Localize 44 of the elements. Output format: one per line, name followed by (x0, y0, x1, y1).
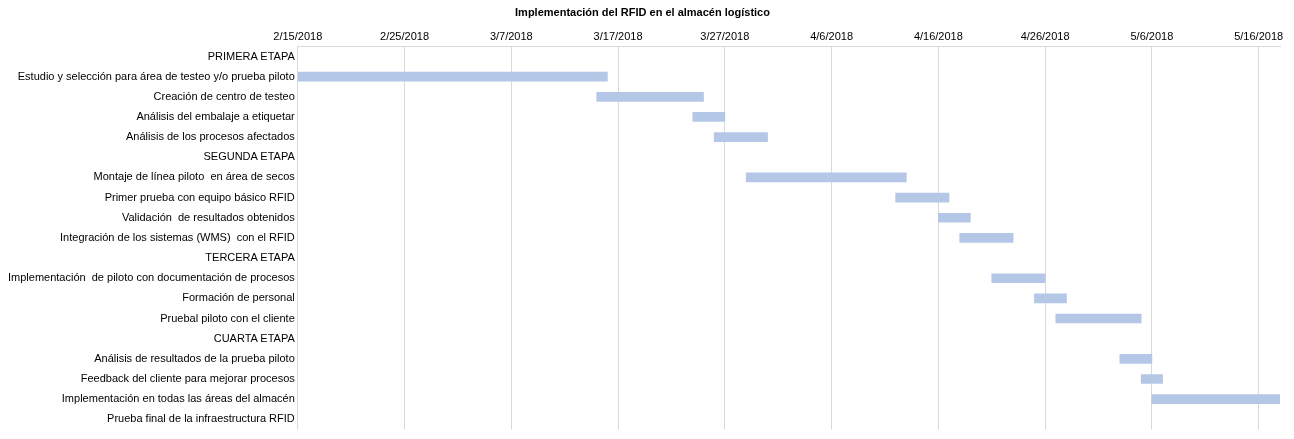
y-tick-label: PRIMERA ETAPA (207, 49, 296, 62)
bar (895, 192, 950, 203)
y-tick-label: Análisis del embalaje a etiquetar (136, 109, 296, 122)
bar (1119, 354, 1153, 364)
y-tick-label: Formación de personal (182, 291, 295, 304)
bar (745, 172, 907, 183)
y-tick-label: Integración de los sistemas (WMS) con el RFID (60, 230, 295, 243)
y-tick-label: Prueba final de la infraestructura RFID (107, 412, 295, 425)
bar (1034, 293, 1067, 304)
y-tick-label: Pruebal piloto con el cliente (160, 311, 295, 324)
bar (959, 233, 1014, 243)
y-tick-label: Implementación de piloto con documentación de procesos (7, 271, 296, 284)
y-tick-label: Análisis de los procesos afectados (126, 130, 296, 143)
y-tick-label: SEGUNDA ETAPA (203, 150, 296, 163)
bar (938, 212, 971, 223)
y-tick-label: Estudio y selección para área de testeo y/o prueba piloto (17, 69, 295, 82)
x-tick-label: 5/16/2018 (1234, 29, 1284, 42)
bar (1140, 374, 1163, 384)
y-tick-label: Validación de resultados obtenidos (121, 210, 296, 223)
bar (1151, 394, 1280, 404)
x-tick-label: 3/17/2018 (593, 29, 643, 42)
y-tick-label: CUARTA ETAPA (213, 331, 296, 344)
bar (1055, 313, 1142, 324)
y-tick-label: TERCERA ETAPA (205, 251, 296, 264)
x-tick-label: 4/16/2018 (913, 29, 963, 42)
x-tick-label: 3/7/2018 (489, 29, 533, 42)
x-tick-label: 4/6/2018 (810, 29, 854, 42)
bar (991, 273, 1046, 284)
bar (692, 112, 726, 122)
x-tick-label: 5/6/2018 (1130, 29, 1174, 42)
y-tick-label: Montaje de línea piloto en área de secos (93, 170, 296, 183)
y-tick-label: Análisis de resultados de la prueba piloto (94, 351, 295, 364)
x-tick-label: 2/15/2018 (273, 29, 323, 42)
bar (713, 132, 768, 142)
x-tick-label: 2/25/2018 (380, 29, 430, 42)
y-tick-label: Primer prueba con equipo básico RFID (104, 190, 295, 203)
bar (596, 91, 704, 102)
chart-title: Implementación del RFID en el almacén logístico (515, 5, 771, 18)
x-tick-label: 4/26/2018 (1020, 29, 1070, 42)
x-tick-label: 3/27/2018 (700, 29, 750, 42)
y-tick-label: Implementación en todas las áreas del almacén (61, 392, 295, 405)
bar (297, 71, 608, 82)
y-tick-label: Feedback del cliente para mejorar procesos (80, 372, 296, 385)
y-tick-label: Creación de centro de testeo (153, 89, 295, 102)
